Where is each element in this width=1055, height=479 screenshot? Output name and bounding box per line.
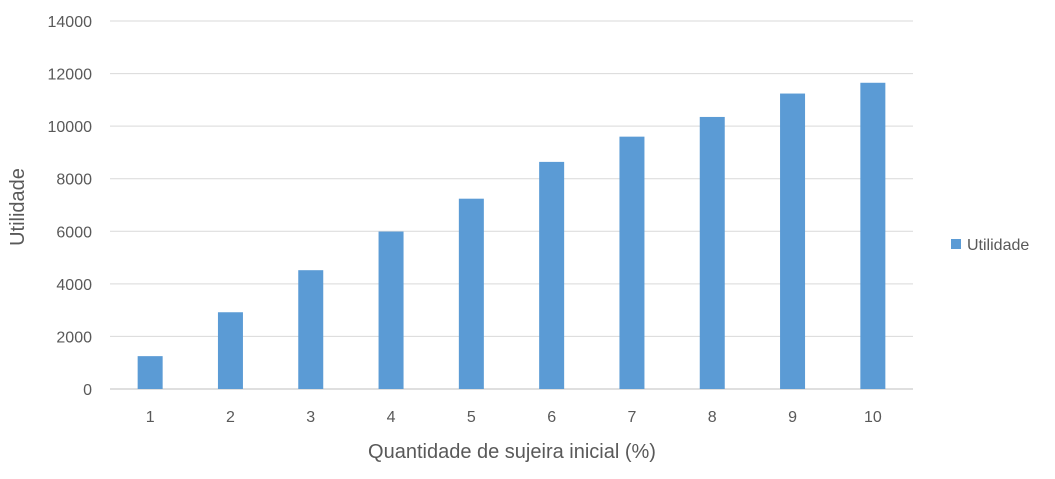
bar-1	[137, 356, 163, 389]
x-tick-label: 10	[864, 409, 882, 426]
y-tick-label: 14000	[48, 14, 93, 31]
x-tick-label: 5	[467, 409, 476, 426]
y-tick-label: 12000	[48, 67, 93, 84]
y-axis-title: Utilidade	[7, 168, 29, 246]
x-tick-label: 1	[146, 409, 155, 426]
x-tick-label: 9	[788, 409, 797, 426]
x-tick-label: 6	[547, 409, 556, 426]
x-tick-label: 4	[387, 409, 396, 426]
bar-9	[780, 93, 806, 389]
y-tick-label: 2000	[56, 329, 92, 346]
x-tick-label: 8	[708, 409, 717, 426]
bar-10	[860, 82, 886, 390]
bar-8	[699, 116, 725, 389]
y-tick-label: 10000	[48, 119, 93, 136]
x-tick-label: 2	[226, 409, 235, 426]
bar-5	[458, 198, 484, 389]
legend: Utilidade	[951, 237, 1029, 254]
bars	[137, 82, 886, 390]
bar-2	[217, 312, 243, 389]
bar-6	[539, 161, 565, 389]
y-tick-label: 0	[83, 382, 92, 399]
x-tick-label: 7	[627, 409, 636, 426]
legend-label: Utilidade	[967, 237, 1029, 254]
x-tick-label: 3	[306, 409, 315, 426]
x-axis-ticks: 1 2 3 4 5 6 7 8 9 10	[146, 409, 882, 426]
x-axis-title: Quantidade de sujeira inicial (%)	[368, 441, 656, 463]
bar-7	[619, 136, 645, 389]
y-tick-label: 4000	[56, 277, 92, 294]
gridlines	[110, 20, 913, 390]
legend-swatch	[951, 239, 961, 249]
bar-3	[298, 270, 324, 389]
y-tick-label: 8000	[56, 172, 92, 189]
y-axis-ticks: 0 2000 4000 6000 8000 10000 12000 14000	[48, 14, 93, 399]
bar-4	[378, 231, 404, 389]
y-tick-label: 6000	[56, 224, 92, 241]
